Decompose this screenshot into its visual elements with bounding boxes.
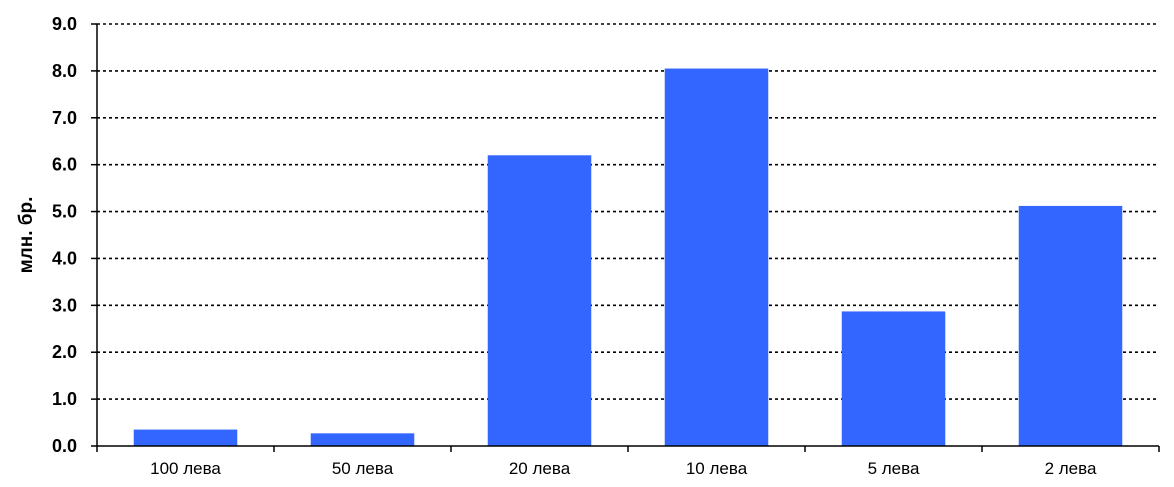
x-tick-label: 100 лева [150,459,221,478]
y-tick-labels: 0.0 1.0 2.0 3.0 4.0 5.0 6.0 7.0 8.0 9.0 [52,14,77,456]
x-tick-label: 2 лева [1045,459,1097,478]
y-tick-label: 1.0 [52,389,77,409]
y-tick-label: 4.0 [52,248,77,268]
bar-2 [310,433,415,446]
bar-4 [664,68,769,447]
y-tick-label: 8.0 [52,61,77,81]
bar-6 [1018,205,1123,446]
x-tick-label: 5 лева [868,459,920,478]
y-tick-label: 0.0 [52,436,77,456]
x-tick-labels: 100 лева 50 лева 20 лева 10 лева 5 лева 2 лев… [150,459,1097,478]
y-tick-label: 7.0 [52,108,77,128]
y-tick-label: 3.0 [52,295,77,315]
bar-1 [133,429,238,446]
y-axis-title: млн. бр. [16,197,37,274]
y-tick-label: 5.0 [52,202,77,222]
bar-3 [487,155,592,447]
gridlines [97,23,1159,400]
bars [133,68,1123,447]
x-tick-label: 10 лева [686,459,748,478]
y-tick-label: 2.0 [52,342,77,362]
x-tick-label: 20 лева [509,459,571,478]
axes [91,23,1160,452]
y-tick-label: 9.0 [52,14,77,34]
y-tick-label: 6.0 [52,155,77,175]
x-tick-label: 50 лева [332,459,394,478]
bar-5 [841,311,946,446]
